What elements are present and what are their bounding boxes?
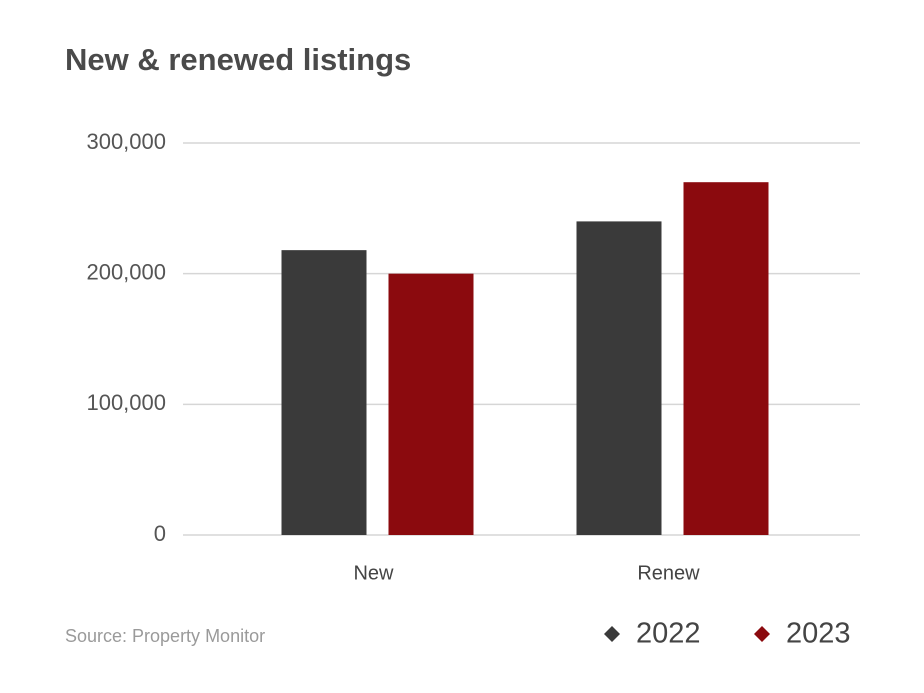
legend-marker xyxy=(754,626,770,642)
bar xyxy=(576,221,662,535)
x-tick-label: New xyxy=(353,562,394,584)
y-tick-label: 0 xyxy=(154,521,166,546)
source-note: Source: Property Monitor xyxy=(65,626,265,646)
bar xyxy=(388,273,474,535)
x-tick-label: Renew xyxy=(637,562,700,584)
bar xyxy=(281,250,367,535)
chart-title: New & renewed listings xyxy=(65,42,411,77)
y-tick-label: 100,000 xyxy=(86,390,166,415)
y-tick-label: 200,000 xyxy=(86,259,166,284)
bar xyxy=(683,182,769,535)
y-tick-label: 300,000 xyxy=(86,129,166,154)
legend-label: 2023 xyxy=(786,618,851,650)
legend-label: 2022 xyxy=(636,618,701,650)
legend-marker xyxy=(604,626,620,642)
